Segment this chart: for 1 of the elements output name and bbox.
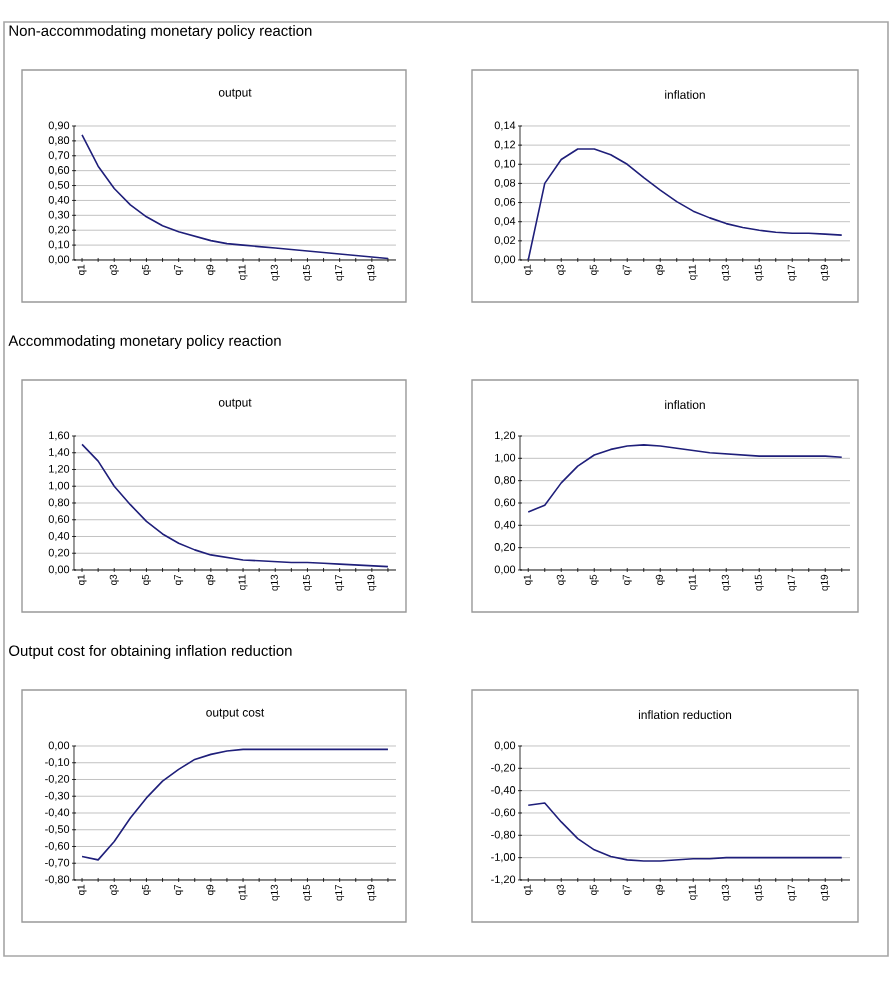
line-series: [527, 148, 843, 261]
